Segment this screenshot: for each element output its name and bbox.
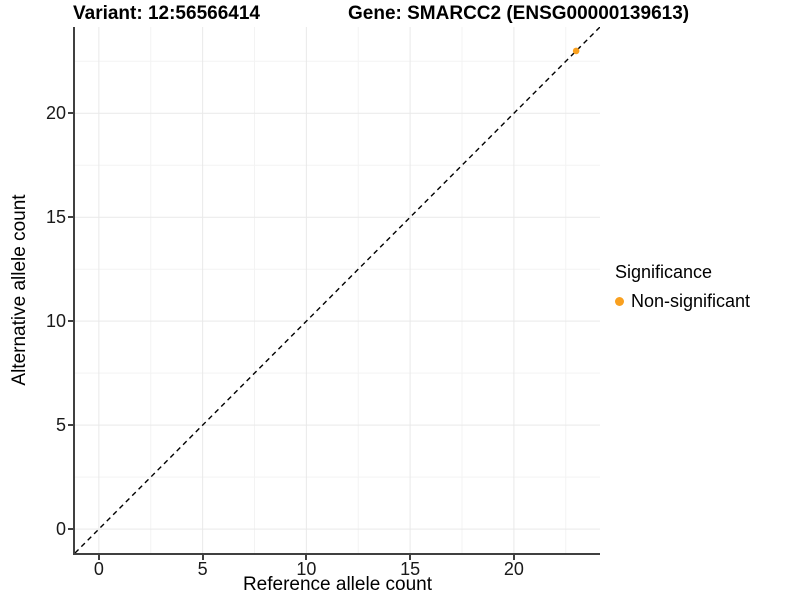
plot-canvas (75, 27, 600, 553)
x-axis-line (73, 553, 600, 555)
y-tick-mark (68, 424, 73, 427)
legend-item: Non-significant (615, 291, 750, 311)
legend-title: Significance (615, 262, 713, 282)
x-axis-title: Reference allele count (242, 574, 433, 595)
x-tick-label: 5 (197, 559, 208, 579)
x-tick-mark (201, 555, 204, 560)
y-tick-label: 5 (55, 415, 66, 436)
identity-line (75, 27, 600, 553)
y-tick-mark (68, 112, 73, 115)
x-tick-label: 20 (503, 559, 524, 579)
x-tick-mark (512, 555, 515, 560)
x-tick-mark (409, 555, 412, 560)
variant-title: Variant: 12:56566414 (73, 3, 260, 24)
y-axis-line (73, 27, 75, 555)
y-tick-label: 0 (55, 519, 66, 540)
x-tick-mark (97, 555, 100, 560)
y-tick-mark (68, 528, 73, 531)
y-tick-mark (68, 216, 73, 219)
x-tick-label: 0 (93, 559, 104, 579)
legend: Significance Non-significant (615, 262, 750, 311)
y-tick-label: 10 (45, 311, 66, 332)
legend-point-icon (615, 296, 624, 306)
y-tick-label: 15 (45, 207, 66, 228)
gene-title: Gene: SMARCC2 (ENSG00000139613) (348, 3, 690, 24)
x-tick-label: 10 (296, 559, 317, 579)
legend-item-label: Non-significant (631, 291, 751, 311)
x-tick-label: 15 (400, 559, 421, 579)
x-tick-mark (305, 555, 308, 560)
data-point (572, 47, 580, 55)
y-tick-mark (68, 320, 73, 323)
y-tick-label: 20 (45, 103, 66, 124)
plot-panel (75, 27, 600, 553)
